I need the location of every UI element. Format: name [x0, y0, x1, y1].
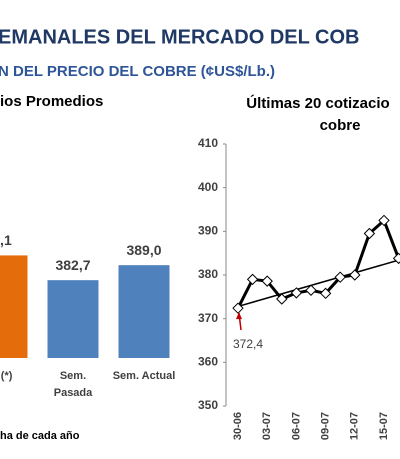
footnote: ha de cada año — [0, 430, 80, 442]
y-tick-label: 360 — [198, 355, 218, 369]
y-tick-label: 380 — [198, 267, 218, 281]
line-title: cobre — [320, 117, 361, 134]
line-title: Últimas 20 cotizacio — [246, 94, 389, 112]
marker — [290, 287, 303, 299]
page-subtitle: N DEL PRECIO DEL COBRE (¢US$/Lb.) — [0, 63, 275, 80]
marker — [276, 293, 288, 305]
x-tick-line: Pasada — [54, 387, 93, 399]
bar — [47, 280, 99, 358]
x-tick-line: Sem. — [60, 370, 86, 382]
marker — [246, 273, 259, 286]
x-tick-label: 15-07 — [378, 412, 390, 440]
marker — [319, 287, 332, 300]
x-tick-label: 06-07 — [290, 412, 302, 440]
y-tick-label: 410 — [198, 136, 218, 150]
x-tick-label: 30-06 — [232, 412, 244, 440]
x-tick-label: 12-07 — [349, 412, 361, 440]
bar — [0, 255, 28, 358]
marker — [363, 227, 376, 240]
y-tick-label: 350 — [198, 398, 218, 412]
y-tick-label: 400 — [198, 180, 218, 194]
value-label: 382,7 — [55, 257, 90, 273]
marker — [261, 275, 273, 287]
y-tick-label: 370 — [198, 311, 218, 325]
value-label: 389,0 — [126, 242, 161, 258]
marker — [349, 269, 361, 281]
page-title: EMANALES DEL MERCADO DEL COB — [0, 26, 360, 48]
value-label: 3,1 — [0, 232, 12, 248]
x-tick-label: Sem. Pasada — [54, 370, 93, 399]
annotation: 372,4 — [233, 337, 263, 351]
marker — [334, 271, 346, 283]
x-tick-label: 3 (*) — [0, 370, 13, 382]
x-tick-label: Sem. Actual — [113, 370, 176, 382]
x-tick-label: 09-07 — [320, 412, 332, 440]
marker — [305, 284, 317, 296]
marker — [378, 214, 390, 227]
annotation-arrowhead — [236, 312, 242, 320]
bar-title: ios Promedios — [0, 93, 103, 110]
marker — [232, 302, 244, 314]
trend-line — [237, 259, 399, 308]
bar — [118, 265, 170, 358]
y-tick-label: 390 — [198, 224, 218, 238]
marker — [392, 252, 400, 265]
x-tick-label: 03-07 — [261, 412, 273, 440]
